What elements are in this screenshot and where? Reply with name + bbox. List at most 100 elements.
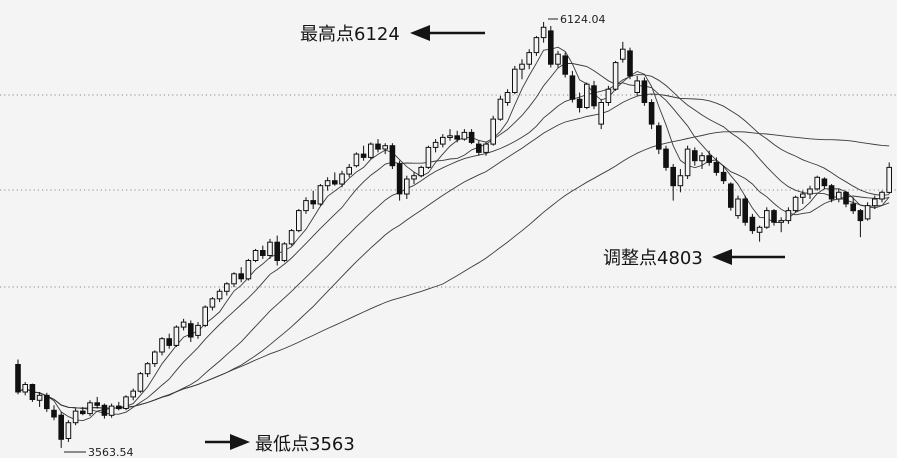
candle-body xyxy=(368,143,374,158)
candle xyxy=(584,82,590,110)
candle xyxy=(87,400,93,417)
candle xyxy=(368,142,374,159)
candle xyxy=(476,140,482,156)
candle xyxy=(533,35,540,56)
candle-body xyxy=(317,185,324,205)
candle-body xyxy=(80,410,86,415)
candle xyxy=(389,143,396,169)
candle-body xyxy=(130,390,136,398)
candle xyxy=(29,383,36,402)
candle xyxy=(555,50,561,68)
candle xyxy=(828,184,835,203)
candle-body xyxy=(728,183,734,208)
candle-body xyxy=(857,210,864,222)
candle-body xyxy=(231,273,237,285)
candle xyxy=(418,165,424,178)
candle xyxy=(180,318,187,331)
candle xyxy=(821,177,828,189)
candle xyxy=(51,405,57,421)
candle-body xyxy=(382,145,388,150)
candle xyxy=(692,147,698,166)
candle xyxy=(720,165,727,184)
candle-body xyxy=(22,384,28,393)
candle xyxy=(699,152,705,169)
candle xyxy=(497,95,504,121)
candle-body xyxy=(72,410,79,424)
candle xyxy=(166,333,172,349)
adjust-point-label: 调整点4803 xyxy=(603,248,703,269)
candle-body xyxy=(742,198,749,223)
candle-body xyxy=(216,290,223,300)
candle xyxy=(332,172,338,186)
candle xyxy=(648,99,655,130)
candle xyxy=(152,350,158,367)
candle xyxy=(756,225,763,242)
candle xyxy=(728,182,734,211)
candle-body xyxy=(872,198,878,207)
candle-body xyxy=(771,210,777,223)
candle xyxy=(267,238,273,259)
candle-body xyxy=(101,404,108,416)
candle xyxy=(288,228,295,246)
candle-body xyxy=(94,402,101,406)
candle-body xyxy=(519,63,525,70)
candle-body xyxy=(389,145,396,167)
candle-body xyxy=(310,200,316,205)
candle xyxy=(396,160,403,201)
candle-body xyxy=(58,414,65,440)
candle xyxy=(612,60,619,91)
candle xyxy=(461,129,468,141)
candle-body xyxy=(332,180,338,185)
candle xyxy=(519,59,525,80)
candle xyxy=(303,197,309,214)
candle xyxy=(310,190,316,209)
candle xyxy=(296,209,302,233)
candle-body xyxy=(116,405,122,410)
candle xyxy=(15,359,21,395)
candle xyxy=(144,362,151,377)
candle-body xyxy=(598,102,605,125)
candle-body xyxy=(800,193,806,198)
candle-body xyxy=(526,52,533,65)
low-point-arrow-icon xyxy=(205,434,250,450)
candle xyxy=(195,322,201,339)
candle-body xyxy=(447,135,453,139)
moving-average-line xyxy=(17,46,890,422)
candle-body xyxy=(778,220,785,223)
candle-body xyxy=(677,175,684,187)
high-value-label: 6124.04 xyxy=(560,13,606,26)
candle xyxy=(526,49,533,70)
candle-body xyxy=(375,143,381,150)
candle-body xyxy=(288,230,295,245)
candle-body xyxy=(540,26,547,39)
candle-body xyxy=(828,185,835,200)
candle xyxy=(512,65,518,95)
candle xyxy=(836,189,842,203)
candle xyxy=(231,272,237,288)
candle-body xyxy=(152,351,158,365)
candle-body xyxy=(65,422,72,440)
candle-body xyxy=(663,148,669,168)
candle xyxy=(850,197,857,214)
candle xyxy=(324,177,331,191)
candle xyxy=(764,207,770,229)
candle-body xyxy=(245,260,252,280)
candle xyxy=(598,99,605,130)
candle xyxy=(425,145,432,169)
candle-body xyxy=(821,178,828,187)
candle xyxy=(58,411,65,448)
candle xyxy=(663,145,669,171)
candle-body xyxy=(425,146,432,168)
candle-body xyxy=(324,180,331,187)
candle-body xyxy=(346,166,352,175)
candle-body xyxy=(562,55,569,75)
candle-body xyxy=(440,136,446,145)
low-point-label: 最低点3563 xyxy=(255,434,355,455)
candle-body xyxy=(188,323,194,338)
candle-body xyxy=(432,141,439,148)
candle xyxy=(483,142,489,156)
candle xyxy=(382,143,388,155)
candle-body xyxy=(267,241,273,256)
candle xyxy=(713,157,720,176)
candle xyxy=(260,245,266,259)
